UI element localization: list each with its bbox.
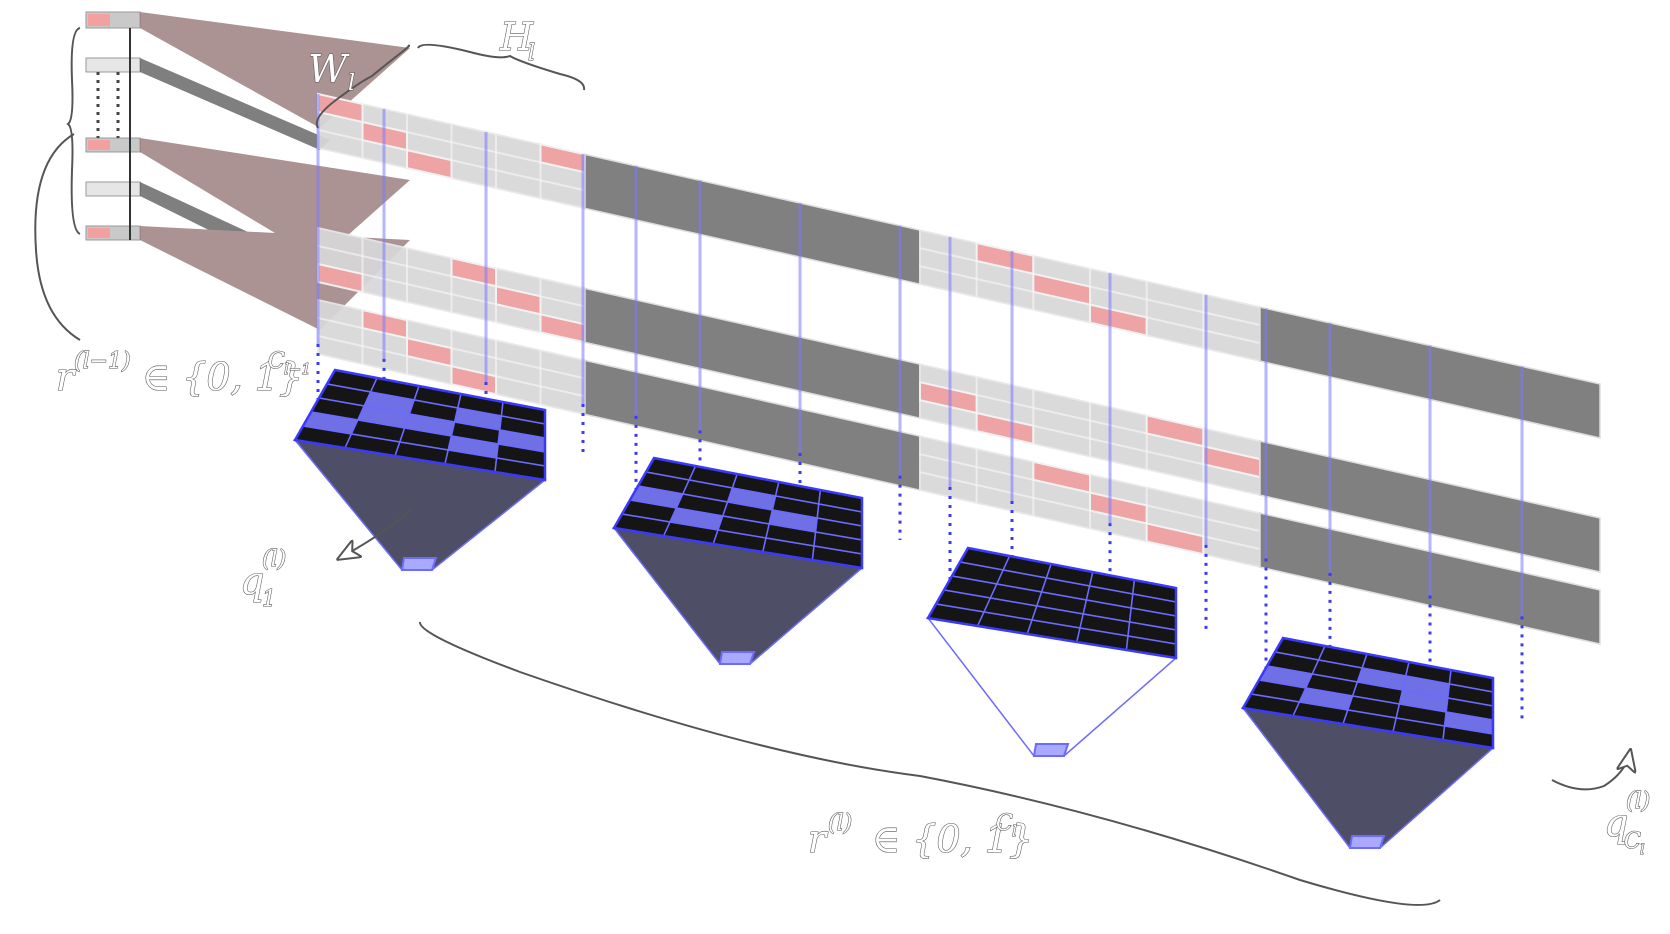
prev-mask-symbol: r xyxy=(56,355,77,399)
prev-mask-superscript: (l−1) xyxy=(74,349,131,374)
layer-mask-exponent: C xyxy=(996,811,1013,836)
last-filter-subscript-sub: l xyxy=(1640,842,1644,858)
layer-mask-superscript: (l) xyxy=(828,811,852,836)
filter-connectors xyxy=(316,94,1524,720)
prev-channel-3-active xyxy=(88,140,110,150)
width-subscript: l xyxy=(348,71,355,96)
prev-channel-1-active xyxy=(88,14,110,26)
prev-mask-set: ∈ {0, 1} xyxy=(142,355,303,399)
filter-2-tip xyxy=(718,651,756,665)
connection-wedge-3 xyxy=(140,138,410,260)
filter-pyramids xyxy=(293,368,1495,849)
prev-mask-exponent: C xyxy=(268,349,285,374)
height-label: H l xyxy=(498,14,535,66)
filter-last-tip xyxy=(1348,835,1386,849)
first-filter-pointer xyxy=(340,509,411,558)
filter-last-outline xyxy=(1241,636,1495,750)
filter-3-tip xyxy=(1032,743,1070,757)
previous-layer-stack xyxy=(66,11,141,241)
last-filter-subscript: C xyxy=(1624,829,1641,854)
previous-layer-mask-label: r (l−1) ∈ {0, 1} C l−1 xyxy=(55,348,311,399)
layer-mask-symbol: r xyxy=(808,817,829,861)
layer-mask-exponent-sub: l xyxy=(1012,822,1017,840)
connection-wedge-2 xyxy=(140,58,330,150)
last-filter-pointer xyxy=(1551,752,1630,791)
filter-1-outline xyxy=(293,368,547,482)
filter-3 xyxy=(926,546,1178,757)
filter-2-outline xyxy=(612,456,864,570)
prev-channel-4 xyxy=(85,181,141,197)
height-subscript: l xyxy=(528,41,535,66)
filter-1-tip xyxy=(400,557,438,571)
first-filter-label: q (l) 1 xyxy=(239,546,286,612)
prev-channel-2 xyxy=(85,57,141,73)
first-filter-superscript: (l) xyxy=(262,547,286,572)
prev-channel-5-active xyxy=(88,228,110,238)
prev-stack-brace xyxy=(66,27,81,235)
width-label: W l xyxy=(307,46,355,96)
last-filter-symbol: q xyxy=(1604,801,1628,845)
width-symbol: W xyxy=(308,47,350,91)
height-symbol: H xyxy=(499,15,534,59)
first-filter-subscript: 1 xyxy=(262,587,276,612)
width-brace xyxy=(315,44,411,129)
layer-mask-set: ∈ {0, 1} xyxy=(872,817,1033,861)
layer-mask-brace xyxy=(419,621,1441,906)
filter-2 xyxy=(612,456,864,665)
prev-mask-exponent-sub: l−1 xyxy=(284,360,311,378)
first-filter-symbol: q xyxy=(240,559,264,603)
filter-1 xyxy=(293,368,547,571)
filter-last xyxy=(1241,636,1495,849)
last-filter-superscript: (l) xyxy=(1626,789,1650,814)
last-filter-label: q (l) C l xyxy=(1603,788,1650,858)
prev-mask-pointer xyxy=(34,133,81,341)
layer-mask-label: r (l) ∈ {0, 1} C l xyxy=(807,810,1033,861)
height-brace xyxy=(417,43,586,91)
filter-3-outline xyxy=(926,546,1178,660)
braces xyxy=(34,43,1441,906)
